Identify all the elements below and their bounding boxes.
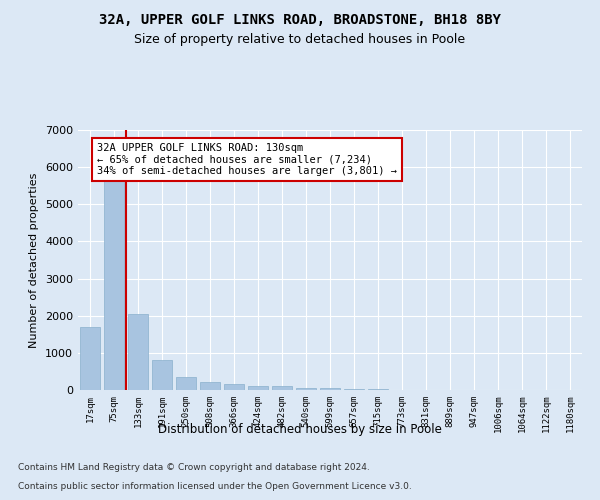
Bar (128, 314, 148, 390)
Bar (296, 388, 316, 390)
Y-axis label: Number of detached properties: Number of detached properties (29, 172, 40, 348)
Text: Contains public sector information licensed under the Open Government Licence v3: Contains public sector information licen… (18, 482, 412, 491)
Bar (344, 389, 364, 390)
Bar (80, 327, 100, 390)
Text: Distribution of detached houses by size in Poole: Distribution of detached houses by size … (158, 422, 442, 436)
Bar (200, 382, 220, 390)
Text: Size of property relative to detached houses in Poole: Size of property relative to detached ho… (134, 32, 466, 46)
Text: Contains HM Land Registry data © Crown copyright and database right 2024.: Contains HM Land Registry data © Crown c… (18, 464, 370, 472)
Text: 32A, UPPER GOLF LINKS ROAD, BROADSTONE, BH18 8BY: 32A, UPPER GOLF LINKS ROAD, BROADSTONE, … (99, 12, 501, 26)
Bar (176, 378, 196, 390)
Bar (368, 389, 388, 390)
Bar (248, 386, 268, 390)
Text: 32A UPPER GOLF LINKS ROAD: 130sqm
← 65% of detached houses are smaller (7,234)
3: 32A UPPER GOLF LINKS ROAD: 130sqm ← 65% … (97, 143, 397, 176)
Bar (152, 360, 172, 390)
Bar (320, 388, 340, 390)
Bar (272, 386, 292, 390)
Bar (224, 384, 244, 390)
Bar (104, 176, 124, 390)
